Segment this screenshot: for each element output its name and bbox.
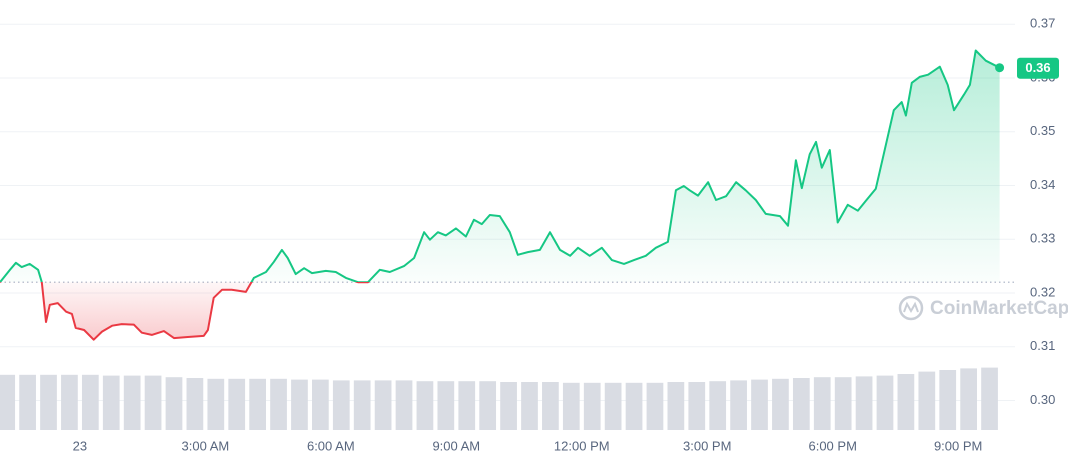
y-tick-label: 0.35 — [1030, 123, 1055, 138]
watermark-text: CoinMarketCap — [930, 298, 1068, 319]
x-tick-label: 6:00 PM — [808, 438, 856, 453]
price-area — [0, 50, 1000, 340]
volume-bar — [312, 379, 329, 430]
y-tick-label: 0.32 — [1030, 284, 1055, 299]
y-tick-label: 0.31 — [1030, 338, 1055, 353]
volume-bar — [604, 382, 622, 430]
volume-bar — [479, 381, 497, 430]
volume-bar — [228, 378, 246, 430]
volume-bar — [353, 380, 371, 430]
axes: 0.30 0.31 0.32 0.33 0.34 0.35 0.36 0.37 23 3:00 A… — [73, 16, 1059, 453]
watermark-logo — [903, 301, 919, 314]
volume-bar — [542, 382, 559, 430]
volume-bar — [939, 370, 957, 430]
volume-bar — [981, 367, 998, 430]
volume-bar — [374, 380, 392, 430]
volume-bar — [521, 382, 538, 430]
volume-bar — [40, 374, 57, 430]
y-tick-label: 0.37 — [1030, 16, 1055, 31]
volume-bar — [186, 378, 204, 430]
volume-bar — [19, 374, 36, 430]
volume-bar — [61, 374, 78, 430]
volume-bar — [291, 379, 308, 430]
volume-bar — [813, 377, 831, 430]
volume-bar — [667, 382, 685, 430]
y-tick-label: 0.33 — [1030, 231, 1055, 246]
y-tick-label: 0.30 — [1030, 392, 1055, 407]
volume-bar — [562, 382, 580, 430]
x-tick-label: 3:00 PM — [683, 438, 731, 453]
plot — [0, 49, 1015, 341]
volume-bar — [792, 378, 810, 430]
x-tick-label: 9:00 AM — [432, 438, 480, 453]
volume-bar — [709, 381, 727, 430]
current-price-dot — [995, 63, 1005, 73]
volume-bar — [625, 382, 643, 430]
volume-bar — [81, 374, 99, 430]
volume-bar — [500, 382, 517, 430]
volume-bar — [772, 378, 789, 430]
volume-bar — [730, 380, 747, 430]
x-tick-label: 9:00 PM — [934, 438, 982, 453]
watermark-logo — [898, 295, 924, 321]
volume-bar — [144, 375, 162, 430]
volume-bar — [855, 376, 873, 430]
volume-bar — [897, 374, 915, 430]
x-tick-label: 23 — [73, 438, 87, 453]
volume-bar — [458, 381, 476, 430]
volume-bar — [270, 378, 287, 430]
volume-bar — [416, 381, 434, 430]
volume-bar — [751, 379, 768, 430]
volume-bar — [918, 371, 936, 430]
volume-bar — [646, 382, 664, 430]
volume-bar — [834, 377, 852, 430]
volume-bar — [876, 375, 894, 430]
volume-bar — [0, 374, 16, 430]
volume-bar — [249, 378, 266, 430]
volume-bar — [583, 382, 601, 430]
volume — [0, 367, 998, 430]
price-line — [0, 49, 1001, 341]
price-badge-label: 0.36 — [1025, 60, 1050, 75]
price-badge — [1017, 57, 1059, 79]
volume-bar — [688, 382, 706, 430]
volume-bar — [960, 368, 977, 430]
volume-bar — [437, 381, 455, 430]
volume-bar — [395, 380, 413, 430]
volume-bar — [332, 380, 350, 430]
x-tick-label: 3:00 AM — [182, 438, 230, 453]
x-tick-label: 12:00 PM — [554, 438, 610, 453]
x-tick-label: 6:00 AM — [307, 438, 355, 453]
watermark: CoinMarketCap — [898, 295, 1068, 321]
volume-bar — [207, 378, 225, 430]
volume-bar — [123, 375, 141, 430]
volume-bar — [165, 377, 183, 430]
volume-bar — [102, 375, 120, 430]
y-tick-label: 0.34 — [1030, 177, 1055, 192]
